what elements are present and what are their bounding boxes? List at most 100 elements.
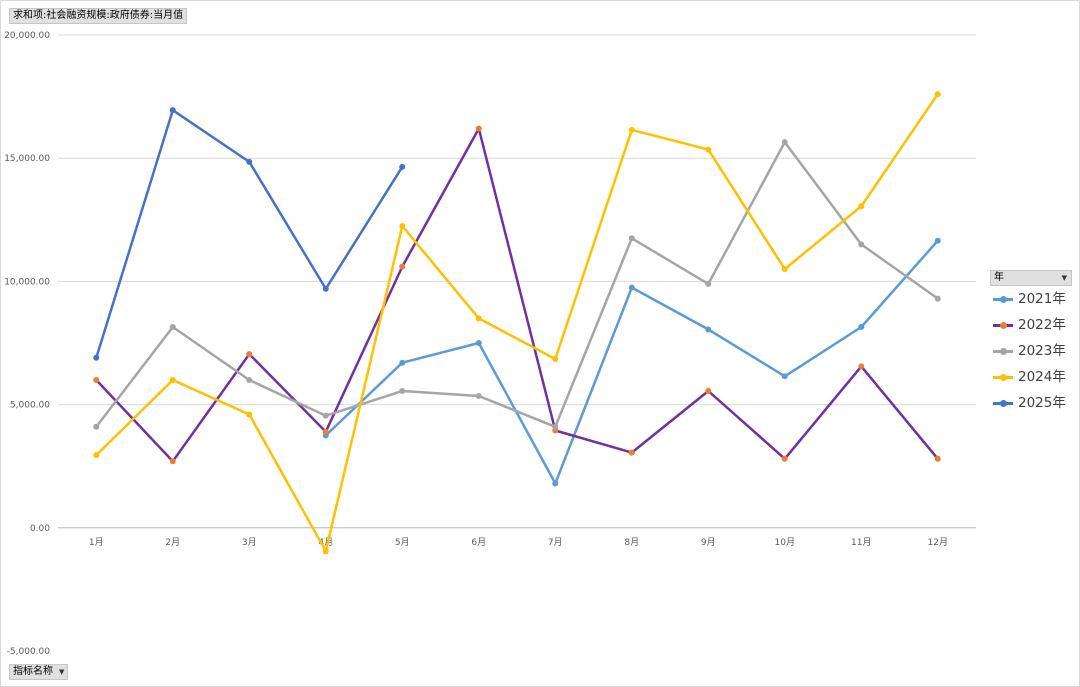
data-point bbox=[552, 480, 559, 487]
row-field-button[interactable]: 指标名称 ▼ bbox=[9, 664, 69, 680]
data-point bbox=[781, 455, 788, 462]
legend-item: 2024年 bbox=[990, 364, 1072, 390]
data-point bbox=[399, 222, 406, 229]
legend-field-label: 年 bbox=[994, 272, 1004, 283]
data-point bbox=[246, 158, 253, 165]
x-tick-label: 12月 bbox=[928, 537, 948, 548]
data-point bbox=[169, 458, 176, 465]
series-line bbox=[95, 108, 404, 360]
data-point bbox=[858, 203, 865, 210]
row-field-label: 指标名称 bbox=[13, 666, 53, 677]
data-point bbox=[934, 237, 941, 244]
y-axis: 20,000.00 15,000.00 10,000.00 5,000.00 0.00 -… bbox=[4, 31, 50, 657]
data-point bbox=[934, 91, 941, 98]
x-axis: 1月 2月 3月 4月 5月 6月 7月 8月 9月 10月 11月 12月 bbox=[58, 527, 976, 548]
data-point bbox=[322, 412, 329, 419]
y-tick-label: 5,000.00 bbox=[10, 401, 50, 411]
series-line bbox=[95, 92, 940, 553]
legend-item: 2023年 bbox=[990, 338, 1072, 364]
value-field-label: 求和项:社会融资规模:政府债券:当月值 bbox=[13, 10, 184, 21]
data-point bbox=[399, 359, 406, 366]
x-tick-label: 8月 bbox=[624, 537, 639, 548]
data-point bbox=[475, 340, 482, 346]
data-point bbox=[169, 376, 176, 383]
data-point bbox=[399, 388, 406, 395]
x-tick-label: 4月 bbox=[318, 537, 333, 548]
legend-field-button[interactable]: 年 ▼ bbox=[990, 270, 1072, 286]
data-point bbox=[322, 428, 329, 435]
data-point bbox=[628, 284, 635, 291]
y-tick-label: -5,000.00 bbox=[7, 647, 51, 657]
x-tick-label: 1月 bbox=[89, 537, 104, 548]
series-line bbox=[324, 239, 940, 485]
legend-label: 2021年 bbox=[1018, 291, 1066, 307]
legend-swatch-icon bbox=[993, 399, 1013, 407]
data-point bbox=[628, 449, 635, 456]
y-tick-label: 15,000.00 bbox=[4, 154, 50, 164]
data-point bbox=[246, 351, 253, 358]
data-point bbox=[552, 356, 559, 363]
legend: 年 ▼ 2021年 2022年 2023年 2024年 2025年 bbox=[990, 270, 1072, 416]
data-point bbox=[475, 315, 482, 322]
legend-label: 2023年 bbox=[1018, 343, 1066, 359]
legend-swatch-icon bbox=[993, 373, 1013, 381]
legend-item: 2022年 bbox=[990, 312, 1072, 338]
data-point bbox=[399, 263, 406, 270]
legend-label: 2024年 bbox=[1018, 369, 1066, 385]
data-point bbox=[628, 235, 635, 242]
data-point bbox=[93, 376, 100, 383]
y-tick-label: 10,000.00 bbox=[4, 277, 50, 287]
legend-item: 2025年 bbox=[990, 390, 1072, 416]
data-point bbox=[858, 241, 865, 248]
legend-label: 2025年 bbox=[1018, 395, 1066, 411]
dropdown-arrow-icon[interactable]: ▼ bbox=[1061, 274, 1067, 282]
data-point bbox=[781, 266, 788, 273]
data-point bbox=[858, 363, 865, 370]
x-tick-label: 7月 bbox=[548, 537, 563, 548]
data-point bbox=[399, 163, 406, 170]
dropdown-arrow-icon[interactable]: ▼ bbox=[59, 668, 65, 676]
y-tick-label: 0.00 bbox=[30, 524, 50, 534]
legend-items: 2021年 2022年 2023年 2024年 2025年 bbox=[990, 286, 1072, 416]
data-point bbox=[475, 125, 482, 132]
data-point bbox=[93, 452, 100, 459]
data-point bbox=[93, 354, 100, 361]
x-tick-label: 2月 bbox=[165, 537, 180, 548]
data-point bbox=[934, 455, 941, 462]
series-2025年 bbox=[93, 107, 406, 361]
data-point bbox=[705, 388, 712, 395]
legend-item: 2021年 bbox=[990, 286, 1072, 312]
value-field-button[interactable]: 求和项:社会融资规模:政府债券:当月值 bbox=[9, 8, 188, 24]
series-2024年 bbox=[93, 91, 941, 555]
y-tick-label: 20,000.00 bbox=[4, 31, 50, 41]
series-2023年 bbox=[93, 139, 941, 430]
series-line bbox=[95, 140, 940, 429]
data-point bbox=[169, 107, 176, 114]
data-point bbox=[705, 326, 712, 333]
legend-swatch-icon bbox=[993, 321, 1013, 329]
data-point bbox=[246, 411, 253, 418]
legend-swatch-icon bbox=[993, 347, 1013, 355]
series-layer bbox=[93, 91, 941, 555]
data-point bbox=[628, 126, 635, 133]
data-point bbox=[858, 323, 865, 330]
data-point bbox=[781, 139, 788, 146]
data-point bbox=[93, 423, 100, 430]
x-tick-label: 6月 bbox=[471, 537, 486, 548]
x-tick-label: 9月 bbox=[701, 537, 716, 548]
data-point bbox=[705, 280, 712, 287]
series-2021年 bbox=[322, 237, 941, 487]
legend-swatch-icon bbox=[993, 295, 1013, 303]
x-tick-label: 11月 bbox=[851, 537, 871, 548]
data-point bbox=[781, 373, 788, 380]
data-point bbox=[934, 295, 941, 302]
data-point bbox=[169, 323, 176, 330]
x-tick-label: 5月 bbox=[395, 537, 410, 548]
legend-label: 2022年 bbox=[1018, 317, 1066, 333]
x-tick-label: 3月 bbox=[242, 537, 257, 548]
x-tick-label: 10月 bbox=[775, 537, 795, 548]
data-point bbox=[246, 376, 253, 383]
data-point bbox=[475, 392, 482, 399]
data-point bbox=[322, 548, 329, 555]
